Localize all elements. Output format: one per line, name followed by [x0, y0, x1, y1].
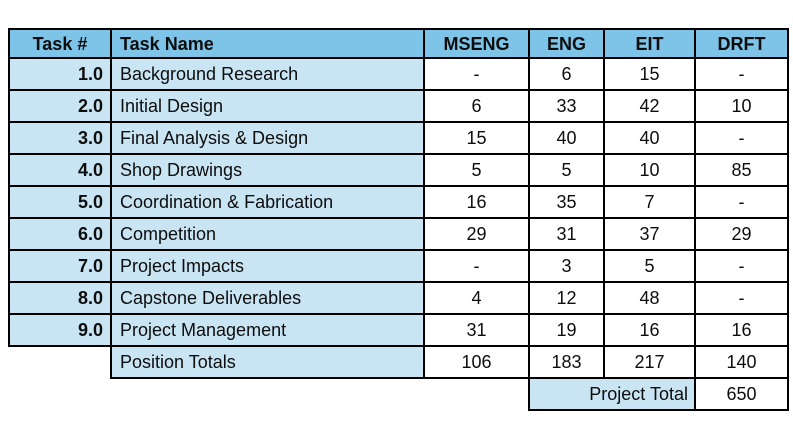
total-cell-mseng: 106 — [423, 345, 530, 379]
value-cell-mseng: - — [423, 57, 530, 91]
value-cell-eit: 42 — [603, 89, 696, 123]
value-cell-eit: 37 — [603, 217, 696, 251]
value-cell-eng: 33 — [528, 89, 605, 123]
value-cell-drft: - — [694, 281, 789, 315]
value-cell-drft: - — [694, 121, 789, 155]
task-number-cell: 7.0 — [8, 249, 112, 283]
table-row: 9.0 Project Management 31 19 16 16 — [8, 313, 789, 347]
value-cell-eng: 40 — [528, 121, 605, 155]
task-name-cell: Background Research — [110, 57, 425, 91]
task-name-cell: Competition — [110, 217, 425, 251]
value-cell-drft: 29 — [694, 217, 789, 251]
value-cell-mseng: - — [423, 249, 530, 283]
value-cell-mseng: 31 — [423, 313, 530, 347]
value-cell-mseng: 29 — [423, 217, 530, 251]
empty-cell — [9, 378, 111, 410]
value-cell-mseng: 15 — [423, 121, 530, 155]
table-row: 6.0 Competition 29 31 37 29 — [8, 217, 789, 251]
task-name-cell: Final Analysis & Design — [110, 121, 425, 155]
value-cell-drft: 85 — [694, 153, 789, 187]
value-cell-eng: 19 — [528, 313, 605, 347]
task-number-cell: 1.0 — [8, 57, 112, 91]
value-cell-mseng: 16 — [423, 185, 530, 219]
task-name-cell: Project Impacts — [110, 249, 425, 283]
value-cell-eit: 7 — [603, 185, 696, 219]
task-number-cell: 4.0 — [8, 153, 112, 187]
value-cell-drft: - — [694, 249, 789, 283]
task-number-cell: 6.0 — [8, 217, 112, 251]
table-row: 7.0 Project Impacts - 3 5 - — [8, 249, 789, 283]
empty-cell — [9, 346, 111, 378]
total-cell-drft: 140 — [694, 345, 789, 379]
table-row: 8.0 Capstone Deliverables 4 12 48 - — [8, 281, 789, 315]
table-row: 3.0 Final Analysis & Design 15 40 40 - — [8, 121, 789, 155]
empty-cell — [424, 378, 529, 410]
value-cell-eng: 12 — [528, 281, 605, 315]
project-total-value: 650 — [694, 377, 789, 411]
table-row: 4.0 Shop Drawings 5 5 10 85 — [8, 153, 789, 187]
value-cell-eit: 48 — [603, 281, 696, 315]
value-cell-mseng: 6 — [423, 89, 530, 123]
task-number-cell: 3.0 — [8, 121, 112, 155]
value-cell-drft: - — [694, 57, 789, 91]
total-cell-eit: 217 — [603, 345, 696, 379]
value-cell-eit: 5 — [603, 249, 696, 283]
value-cell-drft: 10 — [694, 89, 789, 123]
value-cell-drft: 16 — [694, 313, 789, 347]
table-row: 2.0 Initial Design 6 33 42 10 — [8, 89, 789, 123]
position-totals-label: Position Totals — [110, 345, 425, 379]
value-cell-eng: 31 — [528, 217, 605, 251]
total-cell-eng: 183 — [528, 345, 605, 379]
project-total-row: Project Total 650 — [9, 377, 789, 411]
task-name-cell: Project Management — [110, 313, 425, 347]
project-total-label: Project Total — [528, 377, 696, 411]
header-task-number: Task # — [8, 28, 112, 59]
task-name-cell: Shop Drawings — [110, 153, 425, 187]
task-name-cell: Initial Design — [110, 89, 425, 123]
header-mseng: MSENG — [423, 28, 530, 59]
value-cell-eit: 16 — [603, 313, 696, 347]
value-cell-eit: 10 — [603, 153, 696, 187]
header-row: Task # Task Name MSENG ENG EIT DRFT — [8, 28, 789, 59]
value-cell-drft: - — [694, 185, 789, 219]
task-name-cell: Capstone Deliverables — [110, 281, 425, 315]
table-row: 1.0 Background Research - 6 15 - — [8, 57, 789, 91]
empty-cell — [111, 378, 424, 410]
position-totals-row: Position Totals 106 183 217 140 — [9, 345, 789, 379]
value-cell-eng: 6 — [528, 57, 605, 91]
value-cell-mseng: 5 — [423, 153, 530, 187]
task-number-cell: 9.0 — [8, 313, 112, 347]
header-drft: DRFT — [694, 28, 789, 59]
value-cell-eng: 3 — [528, 249, 605, 283]
task-name-cell: Coordination & Fabrication — [110, 185, 425, 219]
value-cell-eit: 15 — [603, 57, 696, 91]
task-number-cell: 8.0 — [8, 281, 112, 315]
value-cell-eng: 35 — [528, 185, 605, 219]
task-number-cell: 5.0 — [8, 185, 112, 219]
table-row: 5.0 Coordination & Fabrication 16 35 7 - — [8, 185, 789, 219]
header-task-name: Task Name — [110, 28, 425, 59]
value-cell-mseng: 4 — [423, 281, 530, 315]
value-cell-eng: 5 — [528, 153, 605, 187]
task-hours-table: Task # Task Name MSENG ENG EIT DRFT 1.0 … — [8, 28, 789, 411]
value-cell-eit: 40 — [603, 121, 696, 155]
task-number-cell: 2.0 — [8, 89, 112, 123]
header-eit: EIT — [603, 28, 696, 59]
header-eng: ENG — [528, 28, 605, 59]
